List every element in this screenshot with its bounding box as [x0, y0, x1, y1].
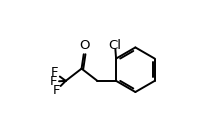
Text: Cl: Cl [108, 39, 121, 52]
Text: F: F [50, 75, 57, 88]
Text: O: O [79, 39, 89, 52]
Text: F: F [51, 67, 59, 79]
Text: F: F [53, 84, 60, 97]
